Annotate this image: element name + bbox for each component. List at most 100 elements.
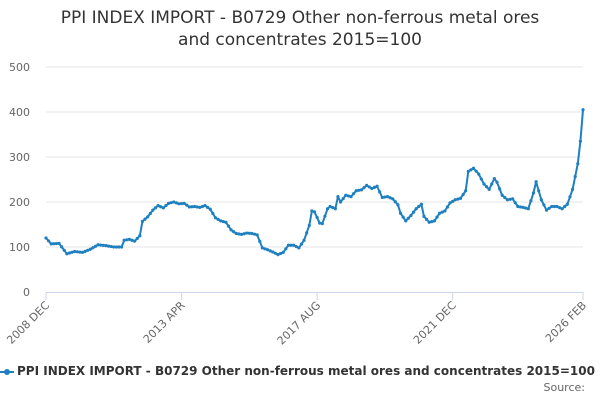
data-point [315,215,319,220]
data-point [166,201,171,205]
source-credit: Source: [544,381,589,394]
series-line [45,109,584,256]
data-point [367,185,371,189]
data-point [153,206,158,210]
data-point [44,236,48,240]
x-tick-label: 2026 FEB [543,299,589,345]
data-point [404,219,408,223]
data-point [104,244,108,248]
data-point [213,216,218,220]
data-point [573,174,577,179]
data-point [130,238,134,242]
data-point [547,206,551,210]
data-point [57,241,61,245]
data-point [492,177,496,181]
data-point [86,248,90,252]
data-point [448,201,452,205]
data-point [451,199,455,203]
data-point [380,195,384,200]
data-point [563,204,567,209]
data-point [93,244,98,248]
data-point [156,204,160,208]
data-point [122,238,126,242]
data-point [424,217,429,221]
data-point [406,216,410,220]
data-point [469,168,473,172]
data-point [526,207,530,211]
data-point [456,197,460,201]
chart-legend[interactable]: PPI INDEX IMPORT - B0729 Other non-ferro… [0,363,600,381]
data-point [508,197,512,201]
data-point [497,187,502,191]
data-point [534,180,538,184]
data-point [75,250,79,254]
data-point [338,200,343,204]
data-point [531,191,536,195]
source-label: Source: [543,381,586,394]
data-point [265,248,270,252]
data-point [391,197,395,201]
data-point [427,220,431,224]
data-point [216,217,220,221]
data-point [106,244,111,248]
data-point [495,180,499,184]
data-point [148,211,152,216]
data-point [60,245,64,249]
data-point [252,232,257,236]
data-point [354,189,358,193]
data-point [294,244,298,249]
data-point [349,195,353,199]
data-point [490,182,494,186]
chart-title-line-1: PPI INDEX IMPORT - B0729 Other non-ferro… [60,8,540,28]
data-point [513,201,517,205]
data-point [365,183,369,187]
data-point [318,221,322,225]
data-point [109,244,113,249]
data-point [409,213,413,218]
data-point [114,245,118,249]
data-point [125,238,129,242]
data-point [414,207,418,211]
data-point [305,231,309,235]
data-point [271,250,275,254]
data-point [151,208,155,212]
data-point [206,205,210,209]
data-point [234,231,238,236]
data-point [346,194,350,198]
data-point [570,187,575,191]
data-point [299,242,304,246]
data-point [133,239,137,243]
data-point [331,206,335,210]
data-point [62,248,66,252]
chart-title-line-2: and concentrates 2015=100 [178,30,422,50]
data-point [432,219,437,223]
data-point [344,193,348,197]
data-point [286,243,291,247]
y-tick-label: 400 [9,106,30,119]
x-tick-label: 2013 APR [141,299,188,346]
data-point [310,209,314,213]
data-point [461,192,465,197]
y-tick-label: 0 [23,286,30,299]
line-chart: 0 100 200 300 400 500 2008 DEC 2013 APR 2017 AUG… [4,61,589,347]
data-point [375,184,379,188]
data-point [396,203,400,207]
data-point [281,250,285,254]
data-point [411,210,416,214]
data-point [487,187,491,191]
data-point [524,206,528,210]
data-point [174,201,178,205]
data-point [49,242,53,246]
data-point [146,215,150,219]
data-point [500,193,504,197]
data-point [445,205,450,209]
data-point [440,210,444,214]
data-point [67,251,72,255]
data-point [555,204,559,209]
data-point [511,197,515,201]
data-point [453,198,457,202]
data-point [333,207,337,211]
data-point [73,249,77,254]
data-point [91,246,95,250]
data-point [127,237,132,241]
